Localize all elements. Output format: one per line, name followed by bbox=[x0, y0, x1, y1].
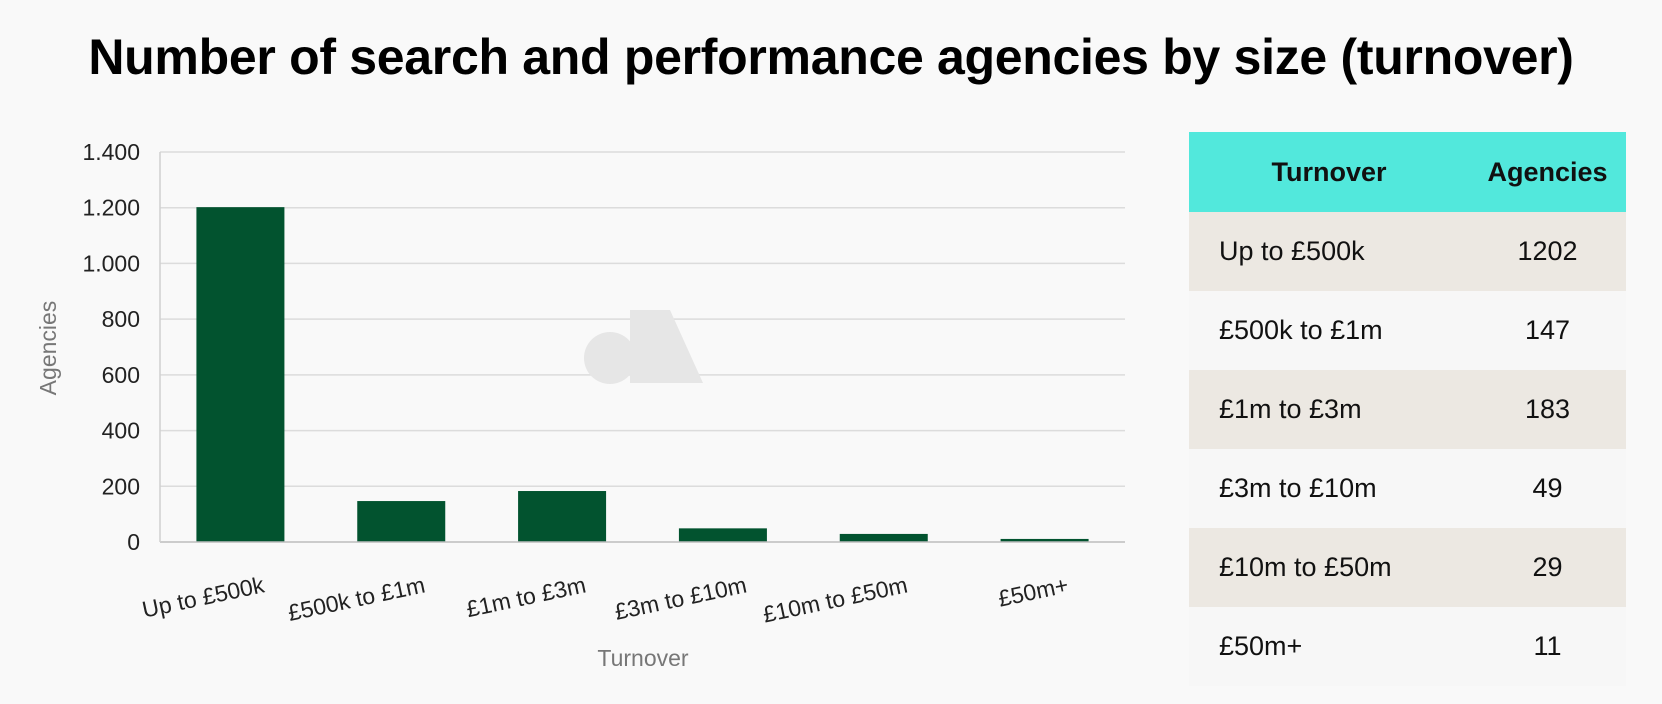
bar bbox=[839, 533, 928, 542]
table-row: £3m to £10m 49 bbox=[1189, 449, 1626, 528]
x-tick-label: Up to £500k bbox=[140, 571, 267, 622]
table-row: £1m to £3m 183 bbox=[1189, 370, 1626, 449]
y-tick-labels: 0 200 400 600 800 1.000 1.200 1.400 bbox=[82, 139, 140, 555]
table-row: £500k to £1m 147 bbox=[1189, 291, 1626, 370]
x-tick-label: £1m to £3m bbox=[464, 571, 588, 622]
bar bbox=[678, 528, 767, 542]
x-tick-label: £500k to £1m bbox=[286, 571, 428, 625]
y-tick-label: 600 bbox=[102, 362, 140, 388]
y-tick-label: 800 bbox=[102, 306, 140, 332]
bar bbox=[196, 207, 285, 542]
bar bbox=[1000, 538, 1089, 542]
cell-agencies: 183 bbox=[1469, 370, 1626, 449]
chart-title: Number of search and performance agencie… bbox=[88, 29, 1574, 85]
cell-turnover: £50m+ bbox=[1189, 607, 1469, 686]
table-row: £50m+ 11 bbox=[1189, 607, 1626, 686]
x-tick-label: £10m to £50m bbox=[761, 571, 910, 627]
x-axis-label: Turnover bbox=[597, 645, 689, 671]
y-tick-label: 0 bbox=[127, 529, 140, 555]
cell-agencies: 49 bbox=[1469, 449, 1626, 528]
cell-turnover: £10m to £50m bbox=[1189, 528, 1469, 607]
table-header-row: Turnover Agencies bbox=[1189, 132, 1626, 212]
y-axis-label: Agencies bbox=[35, 301, 61, 396]
cell-turnover: £500k to £1m bbox=[1189, 291, 1469, 370]
table-row: £10m to £50m 29 bbox=[1189, 528, 1626, 607]
x-tick-label: £3m to £10m bbox=[612, 571, 749, 624]
watermark-logo bbox=[584, 310, 703, 384]
y-tick-label: 1.400 bbox=[82, 139, 140, 165]
y-tick-label: 400 bbox=[102, 418, 140, 444]
cell-agencies: 11 bbox=[1469, 607, 1626, 686]
bars bbox=[196, 207, 1089, 542]
cell-agencies: 1202 bbox=[1469, 212, 1626, 291]
header-turnover: Turnover bbox=[1189, 132, 1469, 212]
y-tick-label: 200 bbox=[102, 473, 140, 499]
x-tick-labels: Up to £500k £500k to £1m £1m to £3m £3m to … bbox=[140, 571, 1071, 627]
y-tick-label: 1.000 bbox=[82, 250, 140, 276]
header-agencies: Agencies bbox=[1469, 132, 1626, 212]
cell-agencies: 147 bbox=[1469, 291, 1626, 370]
bar-chart: 0 200 400 600 800 1.000 1.200 1.400 Up to £500k… bbox=[35, 139, 1125, 671]
cell-agencies: 29 bbox=[1469, 528, 1626, 607]
bar bbox=[518, 491, 607, 542]
x-tick-label: £50m+ bbox=[996, 571, 1071, 611]
cell-turnover: £1m to £3m bbox=[1189, 370, 1469, 449]
bar bbox=[357, 501, 446, 542]
cell-turnover: Up to £500k bbox=[1189, 212, 1469, 291]
cell-turnover: £3m to £10m bbox=[1189, 449, 1469, 528]
data-table: Turnover Agencies Up to £500k 1202 £500k… bbox=[1189, 132, 1626, 686]
table-row: Up to £500k 1202 bbox=[1189, 212, 1626, 291]
y-tick-label: 1.200 bbox=[82, 195, 140, 221]
